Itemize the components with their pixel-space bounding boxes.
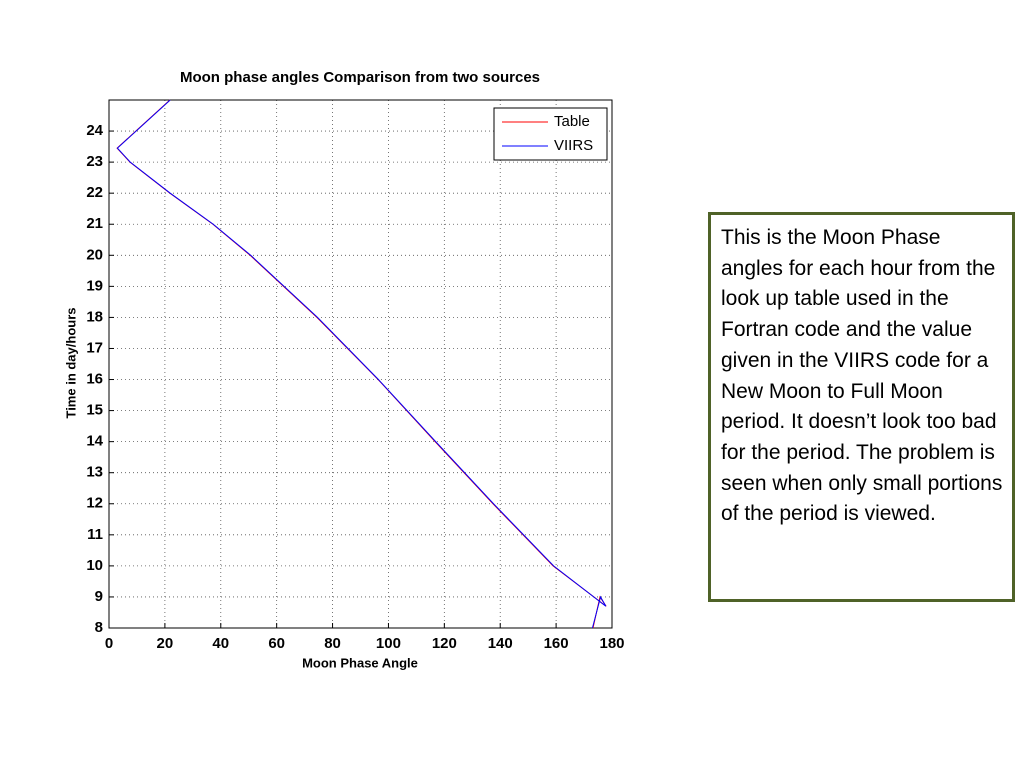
x-tick-label: 160 bbox=[544, 635, 569, 652]
axes-frame bbox=[108, 99, 613, 629]
y-tick-label: 18 bbox=[86, 308, 103, 325]
legend-label: VIIRS bbox=[554, 137, 593, 154]
y-tick-label: 17 bbox=[86, 339, 103, 356]
x-tick-label: 180 bbox=[599, 635, 624, 652]
x-tick-label: 80 bbox=[324, 635, 341, 652]
y-tick-label: 21 bbox=[86, 215, 103, 232]
y-tick-label: 11 bbox=[87, 526, 103, 543]
y-tick-label: 14 bbox=[86, 433, 103, 450]
x-tick-label: 0 bbox=[105, 635, 113, 652]
y-tick-label: 8 bbox=[95, 619, 103, 636]
series-line bbox=[116, 99, 607, 629]
y-tick-label: 19 bbox=[86, 277, 103, 294]
legend-box bbox=[493, 107, 608, 161]
text-box: This is the Moon Phase angles for each h… bbox=[708, 212, 1015, 602]
y-tick-label: 13 bbox=[86, 464, 103, 481]
y-tick-label: 16 bbox=[86, 370, 103, 387]
y-axis-label: Time in day/hours bbox=[63, 307, 78, 418]
y-tick-label: 12 bbox=[86, 495, 103, 512]
y-tick-label: 23 bbox=[86, 153, 103, 170]
x-tick-label: 20 bbox=[157, 635, 174, 652]
y-tick-label: 22 bbox=[86, 184, 103, 201]
chart: Moon phase angles Comparison from two so… bbox=[63, 69, 624, 670]
x-tick-label: 120 bbox=[432, 635, 457, 652]
x-tick-label: 40 bbox=[212, 635, 229, 652]
x-tick-label: 60 bbox=[268, 635, 285, 652]
x-axis-label: Moon Phase Angle bbox=[302, 655, 418, 670]
y-tick-label: 9 bbox=[95, 588, 103, 605]
x-tick-label: 140 bbox=[488, 635, 513, 652]
y-tick-label: 20 bbox=[86, 246, 103, 263]
legend-label: Table bbox=[554, 113, 590, 130]
x-tick-label: 100 bbox=[376, 635, 401, 652]
chart-title: Moon phase angles Comparison from two so… bbox=[180, 69, 540, 86]
y-tick-label: 24 bbox=[86, 122, 103, 139]
y-tick-label: 10 bbox=[86, 557, 103, 574]
y-tick-label: 15 bbox=[86, 402, 103, 419]
